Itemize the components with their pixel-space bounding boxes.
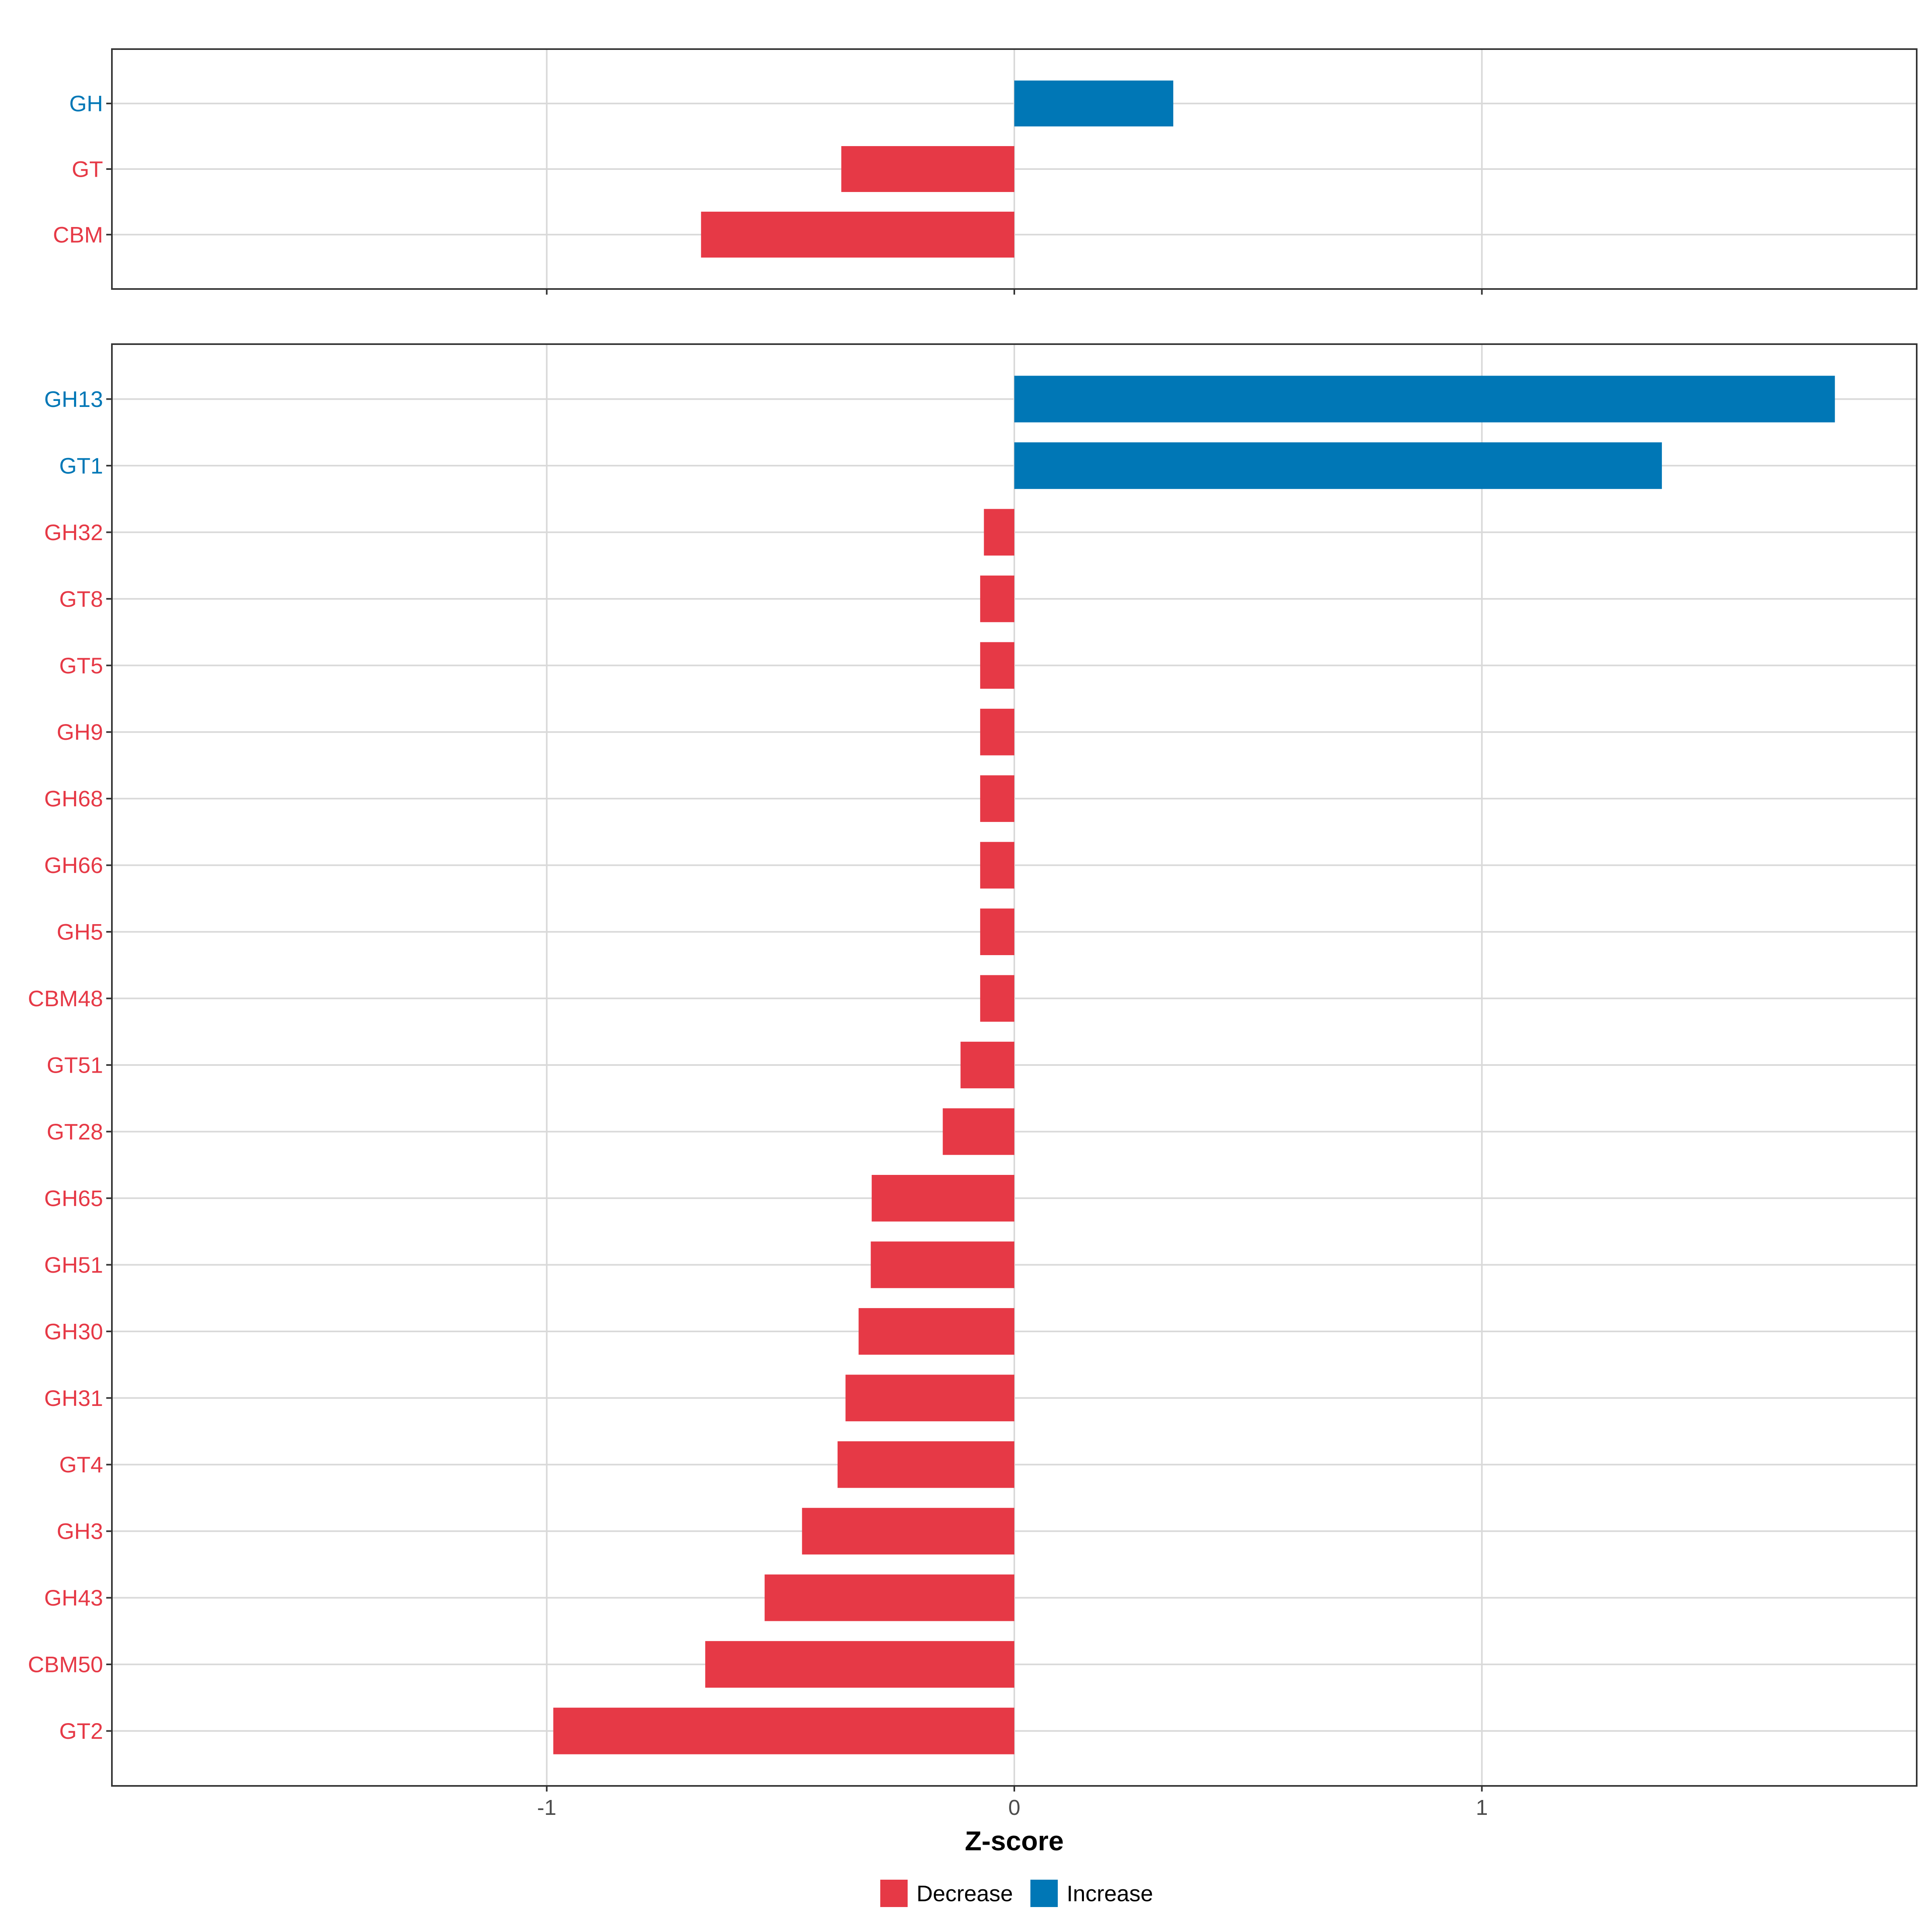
legend-label: Increase [1067,1881,1153,1906]
category-label-gh: GH [69,91,103,116]
category-label-gt1: GT1 [59,453,103,478]
legend-key-increase [1030,1880,1058,1907]
bar-gh32 [984,509,1014,556]
category-label-gh65: GH65 [44,1185,103,1211]
x-axis-title: Z-score [965,1826,1064,1856]
category-label-cbm48: CBM48 [28,986,103,1011]
category-label-gh51: GH51 [44,1252,103,1278]
bar-gt4 [837,1441,1014,1488]
bar-cbm50 [705,1641,1014,1688]
bar-gh66 [980,842,1014,889]
bar-cbm [701,211,1014,258]
legend: Decrease Increase [880,1880,1153,1907]
chart-panel-2: GH13 GT1 GH32 GT8 GT5 GH9 GH68 GH66 GH5 CBM48 GT51… [28,343,1918,1856]
bar-gt5 [980,642,1014,689]
bar-gt8 [980,575,1014,622]
category-label-gh30: GH30 [44,1319,103,1344]
legend-item-decrease: Decrease [880,1880,1013,1907]
bar-gh43 [764,1574,1014,1621]
bar-gt28 [943,1108,1014,1155]
x-tick-label: 1 [1476,1796,1488,1820]
bar-gh [1014,80,1173,127]
category-label-gt8: GT8 [59,586,103,611]
x-tick-label: -1 [537,1796,556,1820]
category-label-gh3: GH3 [57,1519,103,1544]
category-label-gh43: GH43 [44,1585,103,1610]
category-label-gt28: GT28 [47,1119,103,1144]
bar-gh30 [859,1308,1014,1355]
category-label-gh32: GH32 [44,520,103,545]
legend-item-increase: Increase [1030,1880,1153,1907]
category-label-gh31: GH31 [44,1385,103,1411]
category-label-gt: GT [72,157,103,182]
category-label-gt5: GT5 [59,653,103,678]
bar-cbm48 [980,975,1014,1022]
bar-gh31 [845,1375,1014,1422]
bar-gt1 [1014,442,1662,489]
category-label-gt4: GT4 [59,1452,103,1477]
category-label-gh13: GH13 [44,386,103,412]
category-label-cbm: CBM [53,222,103,247]
bar-gh65 [871,1174,1014,1222]
bar-gt51 [960,1042,1014,1088]
bar-gh13 [1014,376,1835,423]
category-label-gt2: GT2 [59,1718,103,1744]
category-label-gh66: GH66 [44,852,103,878]
legend-key-decrease [880,1880,908,1907]
x-tick-label: 0 [1008,1796,1020,1820]
bar-gh5 [980,908,1014,956]
bar-gt [841,146,1014,192]
category-label-gh68: GH68 [44,786,103,811]
bar-gh68 [980,775,1014,822]
bar-gh9 [980,708,1014,755]
category-label-gt51: GT51 [47,1053,103,1078]
category-label-gh5: GH5 [57,919,103,945]
bar-gh51 [871,1241,1014,1288]
chart-panel-1: GH GT CBM [53,48,1918,295]
bar-gh3 [802,1508,1014,1555]
category-label-cbm50: CBM50 [28,1652,103,1677]
legend-label: Decrease [916,1881,1013,1906]
category-label-gh9: GH9 [57,719,103,745]
bar-gt2 [553,1707,1014,1754]
